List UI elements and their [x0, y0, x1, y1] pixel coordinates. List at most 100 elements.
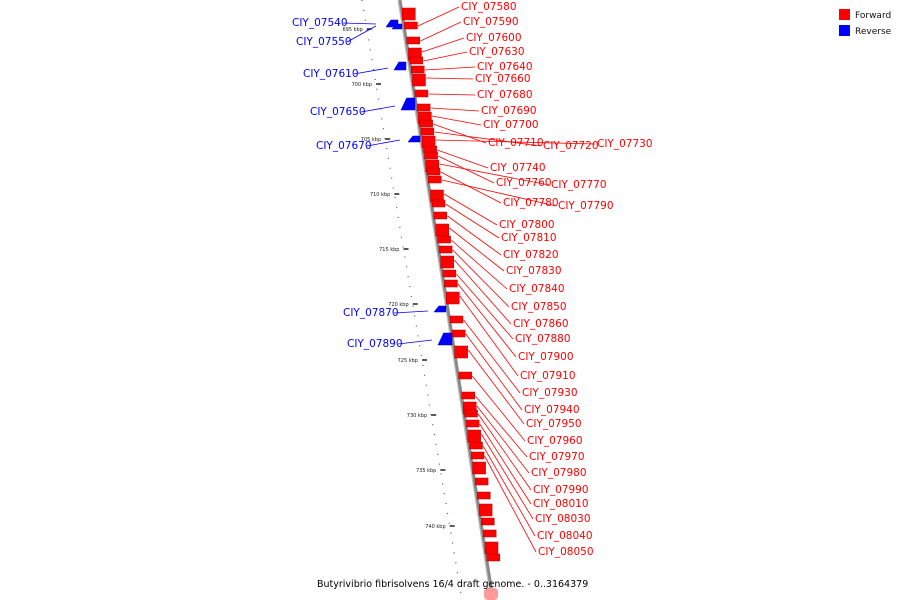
forward-gene-label: CIY_07760 [496, 177, 552, 189]
forward-gene-feature [442, 269, 457, 278]
forward-gene-leader [480, 433, 534, 520]
forward-gene-feature [409, 56, 424, 65]
forward-gene-feature [469, 441, 483, 450]
reverse-gene-feature [437, 332, 453, 346]
scale-tick-label: 710 kbp [370, 192, 390, 198]
scale-tick-label: 700 kbp [352, 82, 372, 88]
legend-reverse-swatch [839, 25, 850, 36]
forward-gene-label: CIY_07820 [503, 249, 559, 261]
forward-gene-feature [444, 279, 458, 288]
forward-gene-leader [421, 37, 465, 53]
forward-gene-feature [401, 7, 416, 21]
reverse-gene-leader [393, 310, 429, 314]
forward-gene-feature [477, 491, 491, 500]
forward-gene-label: CIY_07980 [531, 467, 587, 479]
forward-gene-leader [430, 107, 480, 112]
forward-gene-feature [461, 391, 476, 400]
forward-gene-feature [484, 541, 499, 555]
reverse-gene-leader [346, 25, 377, 43]
reverse-gene-label: CIY_07890 [347, 338, 403, 350]
reverse-gene-leader [366, 139, 401, 147]
forward-gene-label: CIY_07930 [522, 387, 578, 399]
forward-gene-label: CIY_08040 [537, 530, 593, 542]
legend-forward-swatch [839, 9, 850, 20]
forward-gene-leader [441, 179, 557, 207]
forward-gene-leader [482, 445, 536, 537]
forward-gene-label: CIY_07630 [469, 46, 525, 58]
forward-gene-feature [412, 73, 426, 87]
forward-gene-leader [443, 193, 498, 226]
forward-gene-label: CIY_07960 [527, 435, 583, 447]
forward-gene-leader [457, 283, 517, 358]
forward-gene-feature [414, 89, 429, 98]
forward-gene-label: CIY_08010 [533, 498, 589, 510]
forward-gene-leader [437, 149, 489, 169]
forward-gene-leader [450, 239, 508, 290]
forward-gene-label: CIY_07600 [466, 32, 522, 44]
forward-gene-leader [454, 259, 512, 325]
forward-gene-label: CIY_07700 [483, 119, 539, 131]
legend-forward-label: Forward [855, 11, 891, 21]
forward-gene-label: CIY_07840 [509, 283, 565, 295]
forward-gene-label: CIY_07680 [477, 89, 533, 101]
forward-gene-label: CIY_07810 [501, 232, 557, 244]
forward-gene-leader [463, 319, 521, 394]
forward-gene-label: CIY_08030 [535, 513, 591, 525]
reverse-gene-leader [397, 339, 433, 345]
forward-gene-feature [472, 461, 486, 475]
forward-gene-label: CIY_07970 [529, 451, 585, 463]
reverse-gene-feature [400, 97, 416, 111]
forward-gene-label: CIY_07900 [518, 351, 574, 363]
forward-gene-feature [419, 119, 433, 128]
forward-gene-feature [470, 451, 485, 460]
reverse-gene-leader [353, 67, 389, 75]
forward-gene-feature [406, 36, 420, 45]
forward-gene-leader [479, 423, 532, 505]
forward-gene-label: CIY_07580 [461, 1, 517, 13]
forward-gene-feature [451, 329, 466, 338]
forward-gene-label: CIY_07940 [524, 404, 580, 416]
forward-gene-label: CIY_07950 [526, 418, 582, 430]
reverse-gene-feature [391, 23, 403, 30]
scale-ticks: 695 kbp 700 kbp 705 kbp 710 kbp 715 kbp 720 k… [342, 27, 455, 530]
forward-gene-label: CIY_07780 [503, 197, 559, 209]
forward-gene-feature [486, 553, 501, 562]
forward-gene-feature [435, 223, 449, 237]
forward-gene-leader [475, 395, 528, 458]
forward-gene-leader [452, 249, 510, 308]
scale-tick-label: 695 kbp [342, 27, 362, 33]
forward-gene-labels: CIY_07580 CIY_07590 CIY_07600 CIY_07630 CIY_… [417, 1, 653, 558]
forward-gene-label: CIY_08050 [538, 546, 594, 558]
scale-tick-label: 735 kbp [416, 468, 436, 474]
scale-tick-label: 720 kbp [388, 302, 408, 308]
forward-gene-leader [440, 171, 502, 204]
forward-gene-label: CIY_07660 [475, 73, 531, 85]
forward-gene-label: CIY_07800 [499, 219, 555, 231]
forward-gene-feature [465, 419, 480, 428]
forward-gene-feature [437, 235, 451, 244]
forward-gene-leader [423, 51, 468, 62]
forward-gene-leader [456, 273, 514, 340]
forward-gene-label: CIY_07770 [551, 179, 607, 191]
forward-gene-leader [433, 123, 487, 144]
forward-gene-feature [440, 255, 454, 269]
forward-gene-leader [476, 405, 530, 474]
forward-gene-leader [420, 21, 462, 42]
reverse-gene-feature [407, 135, 421, 143]
forward-gene-feature [424, 151, 438, 160]
forward-gene-feature [458, 371, 472, 380]
forward-gene-feature [404, 21, 418, 30]
forward-gene-label: CIY_07830 [506, 265, 562, 277]
forward-gene-leader [435, 139, 596, 145]
reverse-gene-leader [360, 105, 396, 113]
legend-reverse-label: Reverse [855, 27, 892, 37]
forward-gene-leader [447, 215, 502, 256]
forward-gene-leader [439, 163, 550, 186]
forward-gene-feature [474, 477, 489, 486]
forward-gene-label: CIY_07640 [477, 61, 533, 73]
reverse-gene-label: CIY_07540 [292, 17, 348, 29]
forward-gene-leader [431, 115, 482, 126]
forward-gene-label: CIY_07730 [597, 138, 653, 150]
forward-gene-label: CIY_07990 [533, 484, 589, 496]
